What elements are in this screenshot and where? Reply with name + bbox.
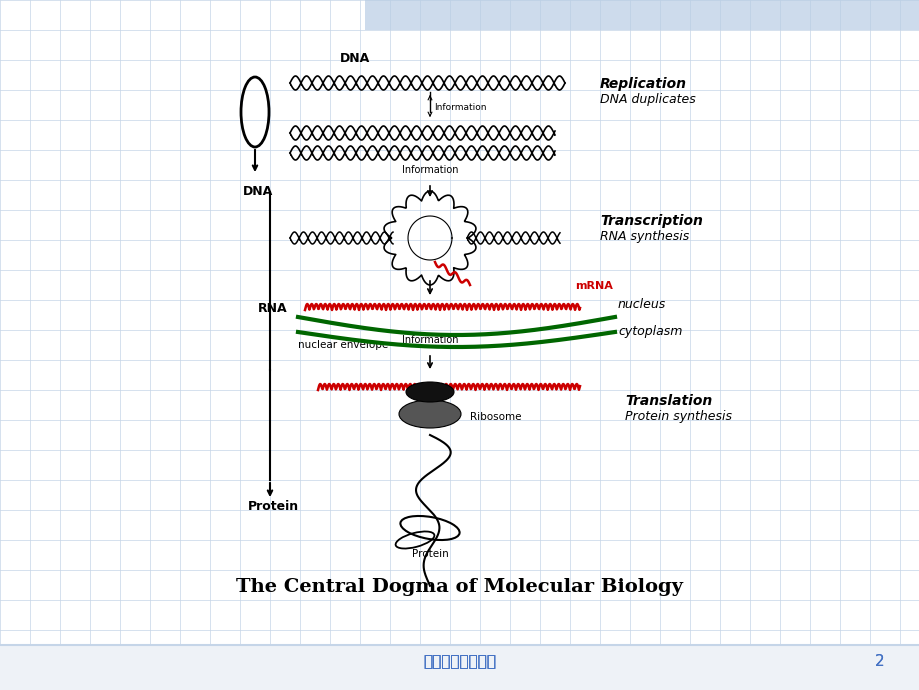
Text: nucleus: nucleus <box>618 298 665 311</box>
Bar <box>0 645 919 690</box>
Text: Protein: Protein <box>248 500 299 513</box>
Text: 基因表达医学知识: 基因表达医学知识 <box>423 655 496 669</box>
Text: nuclear envelope: nuclear envelope <box>298 340 388 350</box>
Text: DNA: DNA <box>243 185 273 198</box>
Text: 基因表达医学知识: 基因表达医学知识 <box>423 655 496 669</box>
Text: Transcription: Transcription <box>599 214 702 228</box>
Text: Translation: Translation <box>624 394 711 408</box>
Text: Protein synthesis: Protein synthesis <box>624 410 732 423</box>
Text: RNA: RNA <box>257 302 288 315</box>
Text: 基因表达医学知识: 基因表达医学知识 <box>423 655 496 669</box>
Text: Information: Information <box>434 103 486 112</box>
Text: Information: Information <box>402 165 458 175</box>
Bar <box>365 0 919 30</box>
Text: Replication: Replication <box>599 77 686 91</box>
Text: 2: 2 <box>874 655 884 669</box>
Text: DNA: DNA <box>340 52 369 65</box>
Text: Information: Information <box>402 335 458 345</box>
Text: DNA duplicates: DNA duplicates <box>599 93 695 106</box>
Text: Protein: Protein <box>411 549 448 559</box>
Text: cytoplasm: cytoplasm <box>618 325 682 338</box>
Text: RNA synthesis: RNA synthesis <box>599 230 688 243</box>
Text: 2: 2 <box>874 655 884 669</box>
Text: The Central Dogma of Molecular Biology: The Central Dogma of Molecular Biology <box>236 578 683 596</box>
Text: Ribosome: Ribosome <box>470 412 521 422</box>
Text: mRNA: mRNA <box>574 281 612 291</box>
Ellipse shape <box>399 400 460 428</box>
Ellipse shape <box>405 382 453 402</box>
